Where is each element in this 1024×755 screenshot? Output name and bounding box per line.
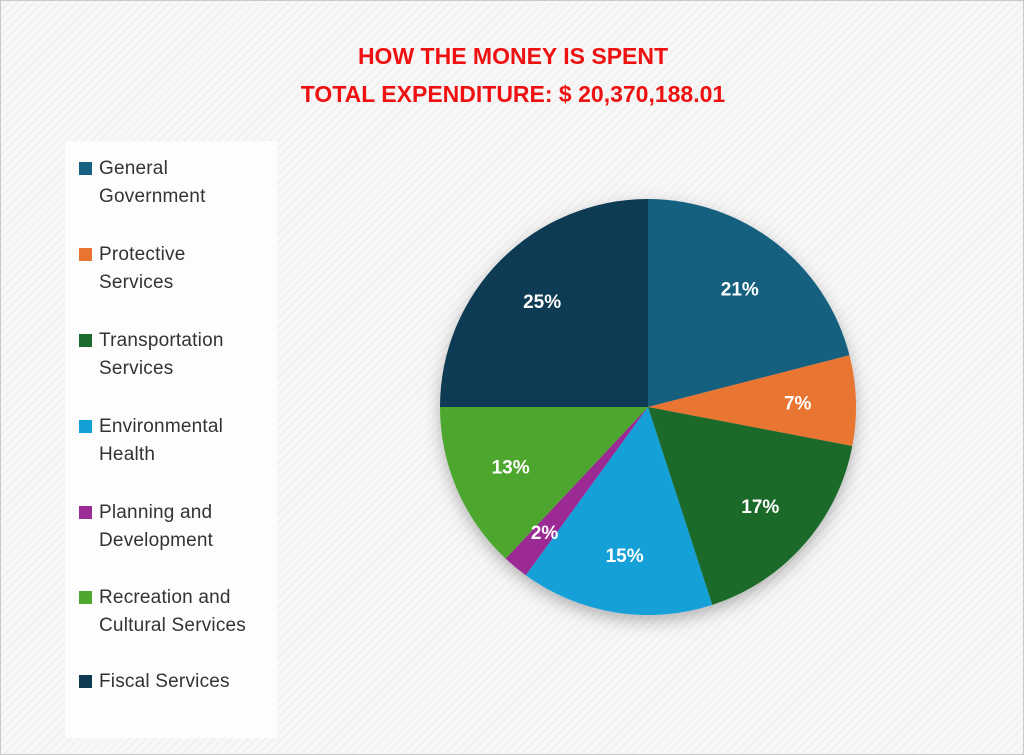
legend-label-line: Government [99,186,206,207]
legend-label-line: Protective [99,244,186,265]
pie-slice [648,199,850,407]
legend-swatch [79,334,92,347]
legend-swatch [79,591,92,604]
pie-slice [648,355,857,446]
legend-label-line: Transportation [99,330,224,351]
legend-label: Fiscal Services [99,668,230,696]
pie-data-label: 2% [531,523,559,544]
legend-label-line: Fiscal Services [99,671,230,692]
pie-data-label: 17% [741,497,779,518]
legend-swatch [79,162,92,175]
legend-swatch [79,248,92,261]
legend-label-line: Services [99,358,174,379]
pie-slice [440,407,648,559]
legend-label: Environmental Health [99,413,223,469]
pie-slice [648,407,853,605]
legend-label-line: Development [99,530,214,551]
legend-label: Protective Services [99,241,185,297]
legend-swatch [79,506,92,519]
legend-label: General Government [99,155,206,211]
chart-subtitle: TOTAL EXPENDITURE: $ 20,370,188.01 [300,81,726,107]
legend-swatch [79,420,92,433]
pie-data-label: 25% [523,292,561,313]
legend-label-line: Health [99,444,156,465]
pie-data-label: 21% [721,280,759,301]
legend-label-line: Services [99,272,174,293]
pie-slice [505,407,648,576]
pie-data-label: 15% [606,546,644,567]
legend: General Government Protective Services Trans… [65,141,277,738]
legend-swatch [79,675,92,688]
legend-label: Transportation Services [99,327,224,383]
chart-title: HOW THE MONEY IS SPENT [357,43,669,69]
legend-label: Planning and Development [99,499,213,555]
legend-label-line: Environmental [99,416,224,437]
pie-data-label: 7% [784,393,812,414]
pie-slice [440,199,648,407]
pie-data-label: 13% [492,458,530,479]
legend-label-line: Cultural Services [99,615,247,636]
pie-slice [525,407,713,616]
legend-label-line: Recreation and [99,587,231,608]
legend-label-line: General [99,158,168,179]
legend-label: Recreation and Cultural Services [99,584,246,640]
legend-label-line: Planning and [99,502,213,523]
